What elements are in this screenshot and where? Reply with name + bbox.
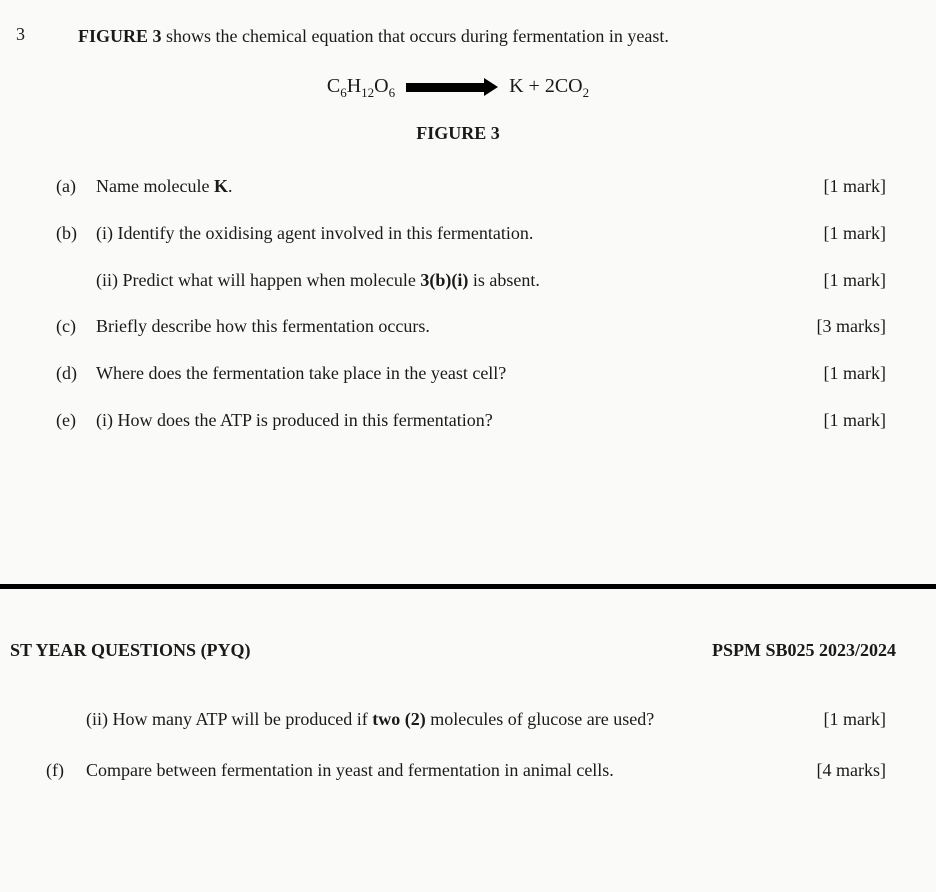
arrow-head-icon bbox=[484, 78, 498, 96]
intro-rest: shows the chemical equation that occurs … bbox=[162, 26, 669, 46]
text-e-ii-post: molecules of glucose are used? bbox=[426, 709, 654, 729]
figure-caption: FIGURE 3 bbox=[20, 123, 896, 144]
eq-sub-12: 12 bbox=[361, 85, 374, 100]
text-e-i: (i) How does the ATP is produced in this… bbox=[96, 406, 786, 435]
mark-e-i: [1 mark] bbox=[786, 406, 896, 435]
mark-f: [4 marks] bbox=[786, 756, 896, 785]
text-a: Name molecule K. bbox=[96, 172, 786, 201]
text-b-ii-post: is absent. bbox=[468, 270, 540, 290]
label-b: (b) bbox=[56, 219, 96, 248]
equation: C6H12O6 K + 2CO2 bbox=[20, 75, 896, 101]
text-d: Where does the fermentation take place i… bbox=[96, 359, 786, 388]
text-f: Compare between fermentation in yeast an… bbox=[86, 756, 786, 785]
text-a-bold: K bbox=[214, 176, 228, 196]
page2-questions: (ii) How many ATP will be produced if tw… bbox=[46, 705, 896, 785]
text-e-ii-pre: (ii) How many ATP will be produced if bbox=[86, 709, 372, 729]
text-b-ii-bold: 3(b)(i) bbox=[420, 270, 468, 290]
text-e-ii-bold: two (2) bbox=[372, 709, 425, 729]
text-e-ii: (ii) How many ATP will be produced if tw… bbox=[86, 705, 786, 734]
question-number: 3 bbox=[16, 24, 25, 45]
arrow-shaft bbox=[406, 83, 484, 92]
question-c: (c) Briefly describe how this fermentati… bbox=[56, 312, 896, 341]
mark-d: [1 mark] bbox=[786, 359, 896, 388]
eq-sub-6b: 6 bbox=[389, 85, 396, 100]
pyq-header: ST YEAR QUESTIONS (PYQ) PSPM SB025 2023/… bbox=[10, 640, 896, 661]
pyq-left: ST YEAR QUESTIONS (PYQ) bbox=[10, 640, 251, 661]
intro-text: FIGURE 3 shows the chemical equation tha… bbox=[78, 26, 896, 47]
question-e-ii: (ii) How many ATP will be produced if tw… bbox=[46, 705, 896, 734]
mark-b-i: [1 mark] bbox=[786, 219, 896, 248]
label-f: (f) bbox=[46, 756, 86, 785]
question-d: (d) Where does the fermentation take pla… bbox=[56, 359, 896, 388]
eq-right-k: K + 2CO bbox=[509, 75, 583, 97]
label-e: (e) bbox=[56, 406, 96, 435]
eq-left-o: O bbox=[374, 75, 388, 97]
text-b-i: (i) Identify the oxidising agent involve… bbox=[96, 219, 786, 248]
text-a-pre: Name molecule bbox=[96, 176, 214, 196]
text-b-ii-pre: (ii) Predict what will happen when molec… bbox=[96, 270, 420, 290]
label-a: (a) bbox=[56, 172, 96, 201]
text-a-post: . bbox=[228, 176, 233, 196]
question-a: (a) Name molecule K. [1 mark] bbox=[56, 172, 896, 201]
eq-sub-2: 2 bbox=[583, 85, 590, 100]
pyq-right: PSPM SB025 2023/2024 bbox=[712, 640, 896, 661]
label-d: (d) bbox=[56, 359, 96, 388]
question-b-ii: (ii) Predict what will happen when molec… bbox=[56, 266, 896, 295]
text-b-ii: (ii) Predict what will happen when molec… bbox=[96, 266, 786, 295]
label-c: (c) bbox=[56, 312, 96, 341]
question-list: (a) Name molecule K. [1 mark] (b) (i) Id… bbox=[56, 172, 896, 435]
question-e-i: (e) (i) How does the ATP is produced in … bbox=[56, 406, 896, 435]
figure-ref: FIGURE 3 bbox=[78, 26, 162, 46]
mark-a: [1 mark] bbox=[786, 172, 896, 201]
mark-c: [3 marks] bbox=[786, 312, 896, 341]
mark-b-ii: [1 mark] bbox=[786, 266, 896, 295]
text-c: Briefly describe how this fermentation o… bbox=[96, 312, 786, 341]
reaction-arrow bbox=[406, 78, 498, 96]
eq-left-h: H bbox=[347, 75, 361, 97]
eq-left-c: C bbox=[327, 75, 340, 97]
page-divider bbox=[0, 584, 936, 589]
page-2: ST YEAR QUESTIONS (PYQ) PSPM SB025 2023/… bbox=[0, 620, 936, 827]
question-b-i: (b) (i) Identify the oxidising agent inv… bbox=[56, 219, 896, 248]
question-f: (f) Compare between fermentation in yeas… bbox=[46, 756, 896, 785]
mark-e-ii: [1 mark] bbox=[786, 705, 896, 734]
